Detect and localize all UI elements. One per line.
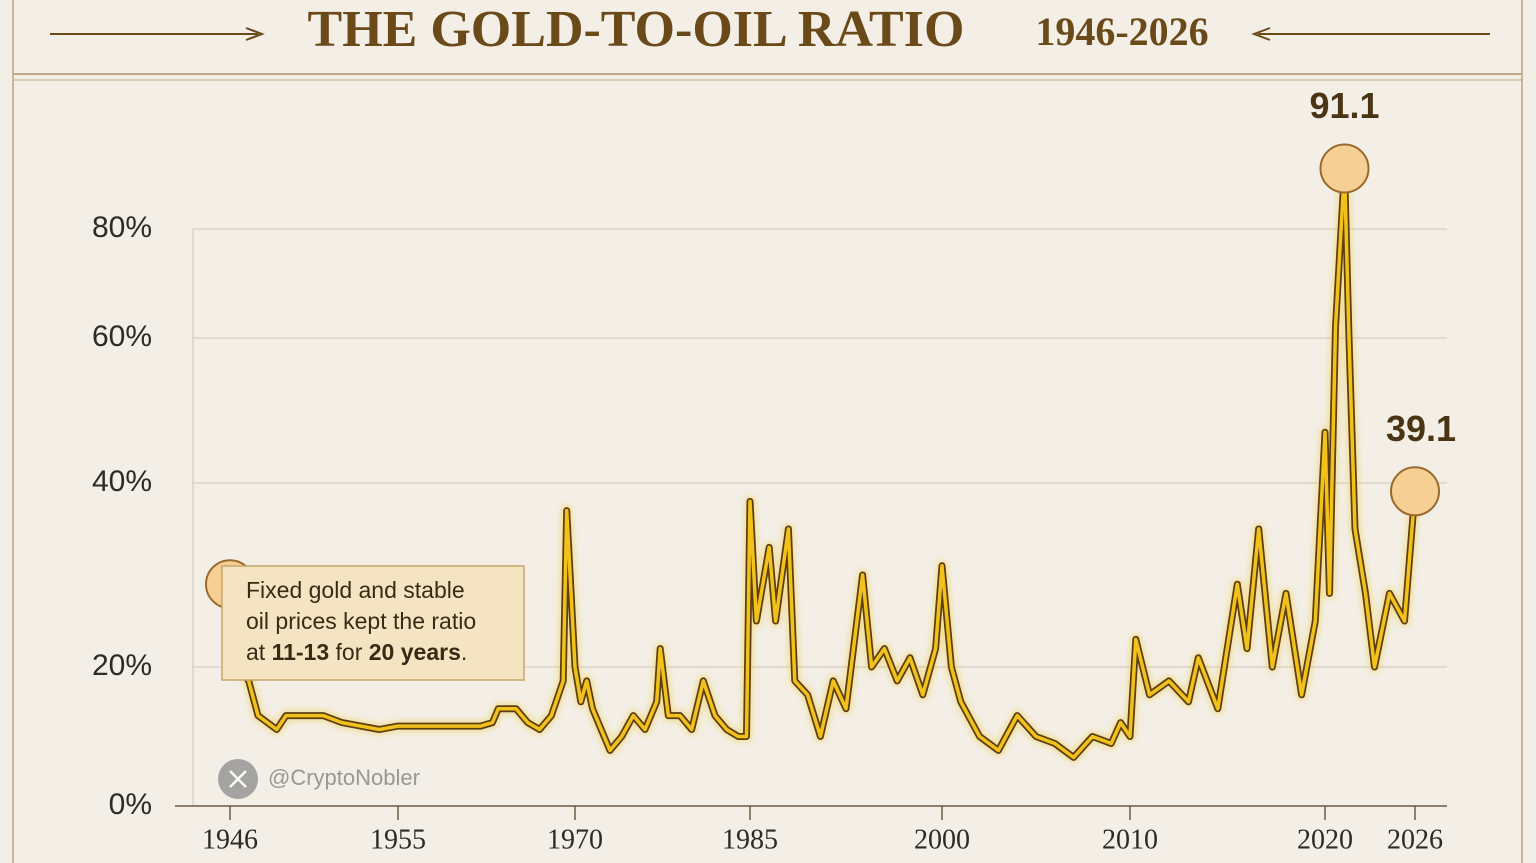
y-tick-label: 40%	[92, 465, 152, 498]
highlight-point	[1390, 466, 1440, 517]
annotation-text: .	[461, 639, 467, 665]
annotation-line: at 11-13 for 20 years.	[246, 639, 467, 665]
watermark-text: @CryptoNobler	[268, 765, 420, 790]
annotation-text: 20 years	[369, 639, 461, 665]
watermark-icon	[229, 770, 247, 788]
value-label: 91.1	[1309, 85, 1379, 126]
title-arrow	[1251, 27, 1271, 41]
x-tick-label: 2010	[1102, 824, 1158, 855]
annotation-text: for	[329, 639, 369, 665]
annotation-line: oil prices kept the ratio	[246, 608, 476, 634]
annotation-line: Fixed gold and stable	[246, 577, 465, 603]
chart-subtitle: 1946-2026	[1035, 9, 1208, 54]
x-tick-label: 1955	[370, 824, 426, 855]
line	[228, 166, 1417, 760]
chart-title: THE GOLD-TO-OIL RATIO	[308, 1, 965, 58]
y-tick-label: 0%	[109, 788, 152, 821]
annotation-text: 11-13	[272, 639, 330, 665]
value-label: 39.1	[1386, 408, 1456, 449]
watermark: @CryptoNobler	[218, 759, 420, 799]
y-tick-label: 20%	[92, 649, 152, 682]
x-tick-label: 2026	[1387, 824, 1443, 855]
y-tick-label: 80%	[92, 211, 152, 244]
annotation: Fixed gold and stable oil prices kept th…	[221, 565, 525, 681]
annotation-box	[221, 565, 525, 681]
y-tick-label: 60%	[92, 320, 152, 353]
x-tick-label: 1985	[722, 824, 778, 855]
highlight-point	[1319, 143, 1370, 194]
x-tick-label: 1970	[547, 824, 603, 855]
title-arrow	[245, 27, 265, 41]
x-tick-label: 2020	[1297, 824, 1353, 855]
annotation-text: at	[246, 639, 272, 665]
x-tick-label: 2000	[914, 824, 970, 855]
x-tick-label: 1946	[202, 824, 258, 855]
